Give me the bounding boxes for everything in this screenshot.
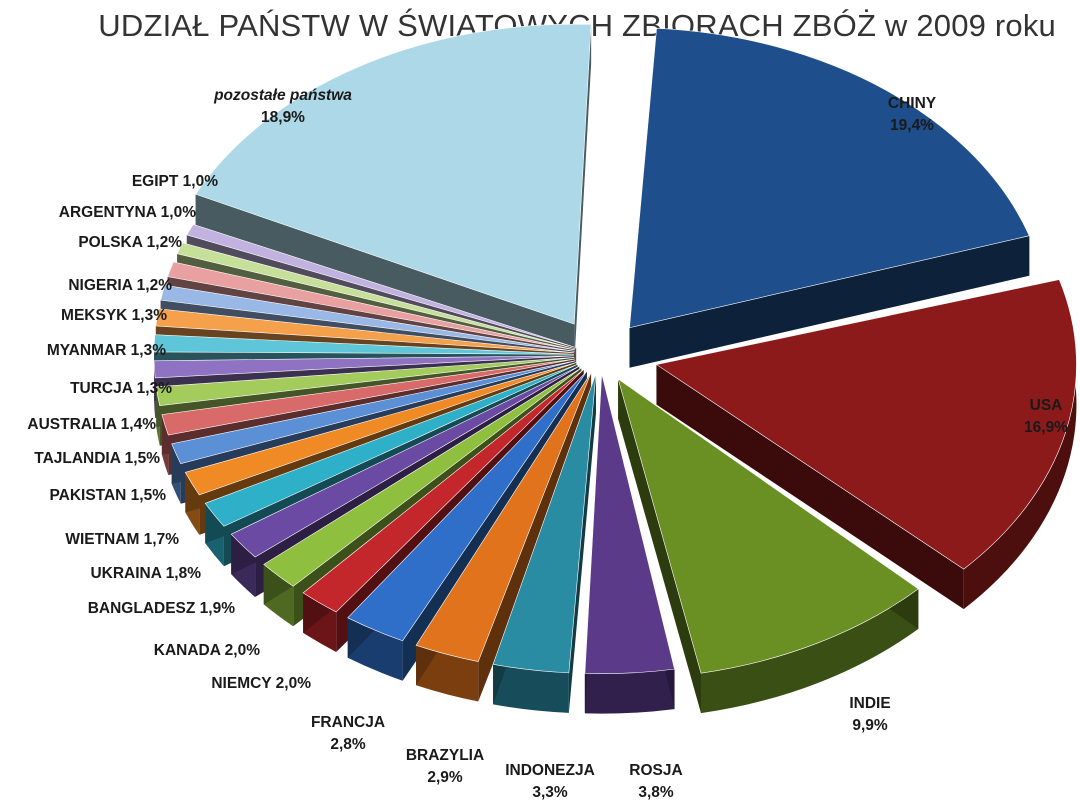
label-name-rosja: ROSJA [629, 762, 682, 779]
label-nigeria: NIGERIA 1,2% [68, 277, 172, 294]
label-australia: AUSTRALIA 1,4% [27, 416, 156, 433]
slice-turcja [153, 355, 575, 379]
label-value-usa: 16,9% [1024, 419, 1068, 436]
label-name-brazylia: BRAZYLIA [406, 747, 484, 764]
slice-francja [347, 370, 588, 642]
pie-labels: CHINY 19,4% USA 16,9% INDIE 9,9% ROSJA 3,8% INDO… [27, 87, 1068, 801]
label-wietnam: WIETNAM 1,7% [65, 531, 179, 548]
label-tajlandia: TAJLANDIA 1,5% [34, 450, 160, 467]
slice-indie [617, 378, 919, 674]
slice-face-indonezja-0 [568, 373, 596, 713]
slice-niemcy [302, 369, 584, 613]
slice-bangladesz [230, 365, 580, 558]
slice-side-indie [701, 588, 919, 714]
label-value-pozostale-panstwa: 18,9% [261, 109, 305, 126]
slice-myanmar [153, 334, 575, 355]
label-meksyk: MEKSYK 1,3% [61, 307, 167, 324]
label-egipt: EGIPT 1,0% [132, 173, 218, 190]
label-name-indonezja: INDONEZJA [505, 762, 595, 779]
slice-polska [167, 261, 576, 351]
slice-face-bangladesz-1 [231, 366, 580, 575]
label-value-chiny: 19,4% [890, 117, 934, 134]
label-name-usa: USA [1030, 397, 1063, 414]
slice-australia [155, 357, 575, 407]
label-value-rosja: 3,8% [638, 784, 674, 801]
label-myanmar: MYANMAR 1,3% [47, 342, 166, 359]
slice-face-pozostale-panstwa-1 [574, 24, 592, 365]
pie-tops [153, 23, 1077, 674]
label-value-indie: 9,9% [852, 717, 888, 734]
slice-face-chiny-1 [629, 235, 1030, 368]
label-name-francja: FRANCJA [311, 714, 385, 731]
slice-rosja [584, 373, 675, 674]
label-turcja: TURCJA 1,3% [70, 380, 172, 397]
label-kanada: KANADA 2,0% [154, 642, 260, 659]
slice-tajlandia [161, 358, 575, 436]
slice-chiny [629, 28, 1030, 329]
slice-ukraina [204, 364, 578, 527]
slice-side-indonezja [493, 664, 569, 713]
label-pakistan: PAKISTAN 1,5% [49, 487, 166, 504]
label-argentyna: ARGENTYNA 1,0% [59, 204, 196, 221]
label-polska: POLSKA 1,2% [78, 234, 182, 251]
label-niemcy: NIEMCY 2,0% [211, 675, 311, 692]
slice-face-indie-1 [618, 379, 702, 714]
slice-usa [655, 279, 1077, 570]
label-ukraina: UKRAINA 1,8% [90, 565, 201, 582]
slice-wietnam [184, 362, 577, 496]
slice-argentyna [176, 242, 576, 350]
slice-face-ukraina-1 [205, 364, 578, 544]
label-value-indonezja: 3,3% [532, 784, 568, 801]
label-name-chiny: CHINY [888, 95, 937, 112]
slice-pozostale-panstwa [195, 23, 592, 325]
slice-nigeria [160, 284, 575, 352]
slice-brazylia [415, 372, 592, 662]
slice-pakistan [171, 360, 576, 465]
slice-indonezja [492, 373, 597, 674]
label-name-indie: INDIE [849, 695, 890, 712]
slice-side-rosja [584, 669, 675, 714]
slice-egipt [186, 224, 577, 348]
label-value-brazylia: 2,9% [427, 769, 463, 786]
label-value-francja: 2,8% [330, 736, 366, 753]
label-bangladesz: BANGLADESZ 1,9% [88, 600, 235, 617]
slice-face-usa-1 [656, 364, 964, 610]
slice-kanada [263, 367, 582, 587]
label-name-pozostale-panstwa: pozostałe państwa [213, 87, 352, 104]
slice-meksyk [155, 308, 575, 354]
